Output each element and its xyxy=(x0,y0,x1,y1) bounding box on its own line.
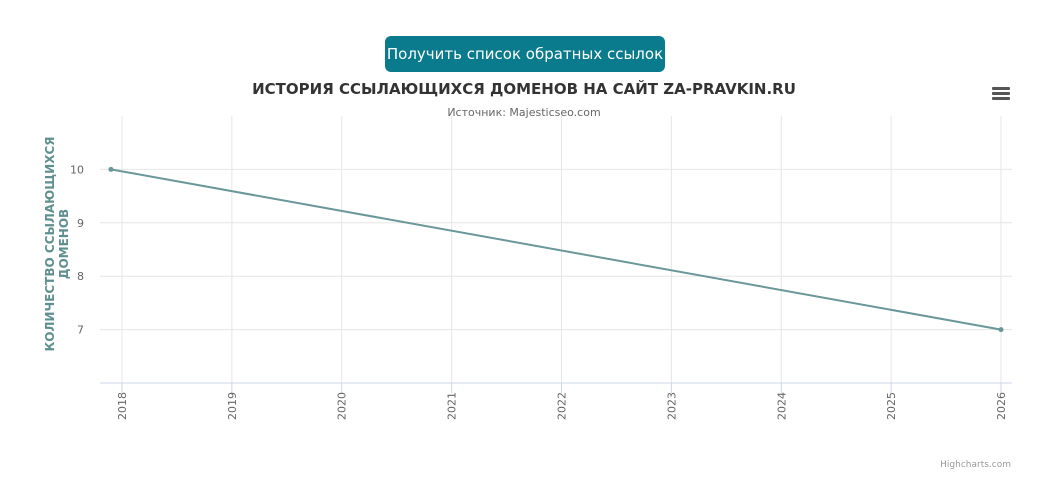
backlinks-button[interactable]: Получить список обратных ссылок xyxy=(385,36,665,72)
data-point xyxy=(998,327,1004,333)
x-tick-label: 2025 xyxy=(885,392,898,420)
x-tick-label: 2022 xyxy=(555,392,568,420)
menu-icon[interactable] xyxy=(992,87,1010,100)
credits[interactable]: Highcharts.com xyxy=(940,460,1011,470)
y-tick-label: 7 xyxy=(77,324,84,337)
x-tick-label: 2021 xyxy=(446,392,459,420)
y-axis-title: КОЛИЧЕСТВО ССЫЛАЮЩИХСЯ ДОМЕНОВ xyxy=(43,136,71,352)
chart-subtitle: Источник: Majesticseo.com xyxy=(447,106,600,119)
x-tick-label: 2024 xyxy=(775,392,788,420)
x-tick-label: 2018 xyxy=(116,392,129,420)
x-tick-label: 2020 xyxy=(336,392,349,420)
x-tick-label: 2019 xyxy=(226,392,239,420)
data-point xyxy=(108,166,114,172)
x-tick-label: 2026 xyxy=(995,392,1008,420)
x-tick-label: 2023 xyxy=(665,392,678,420)
y-tick-label: 9 xyxy=(77,217,84,230)
chart-title: ИСТОРИЯ ССЫЛАЮЩИХСЯ ДОМЕНОВ НА САЙТ ZA-P… xyxy=(252,79,796,98)
data-line xyxy=(110,168,1002,331)
y-tick-label: 8 xyxy=(77,270,84,283)
y-tick-label: 10 xyxy=(70,163,84,176)
